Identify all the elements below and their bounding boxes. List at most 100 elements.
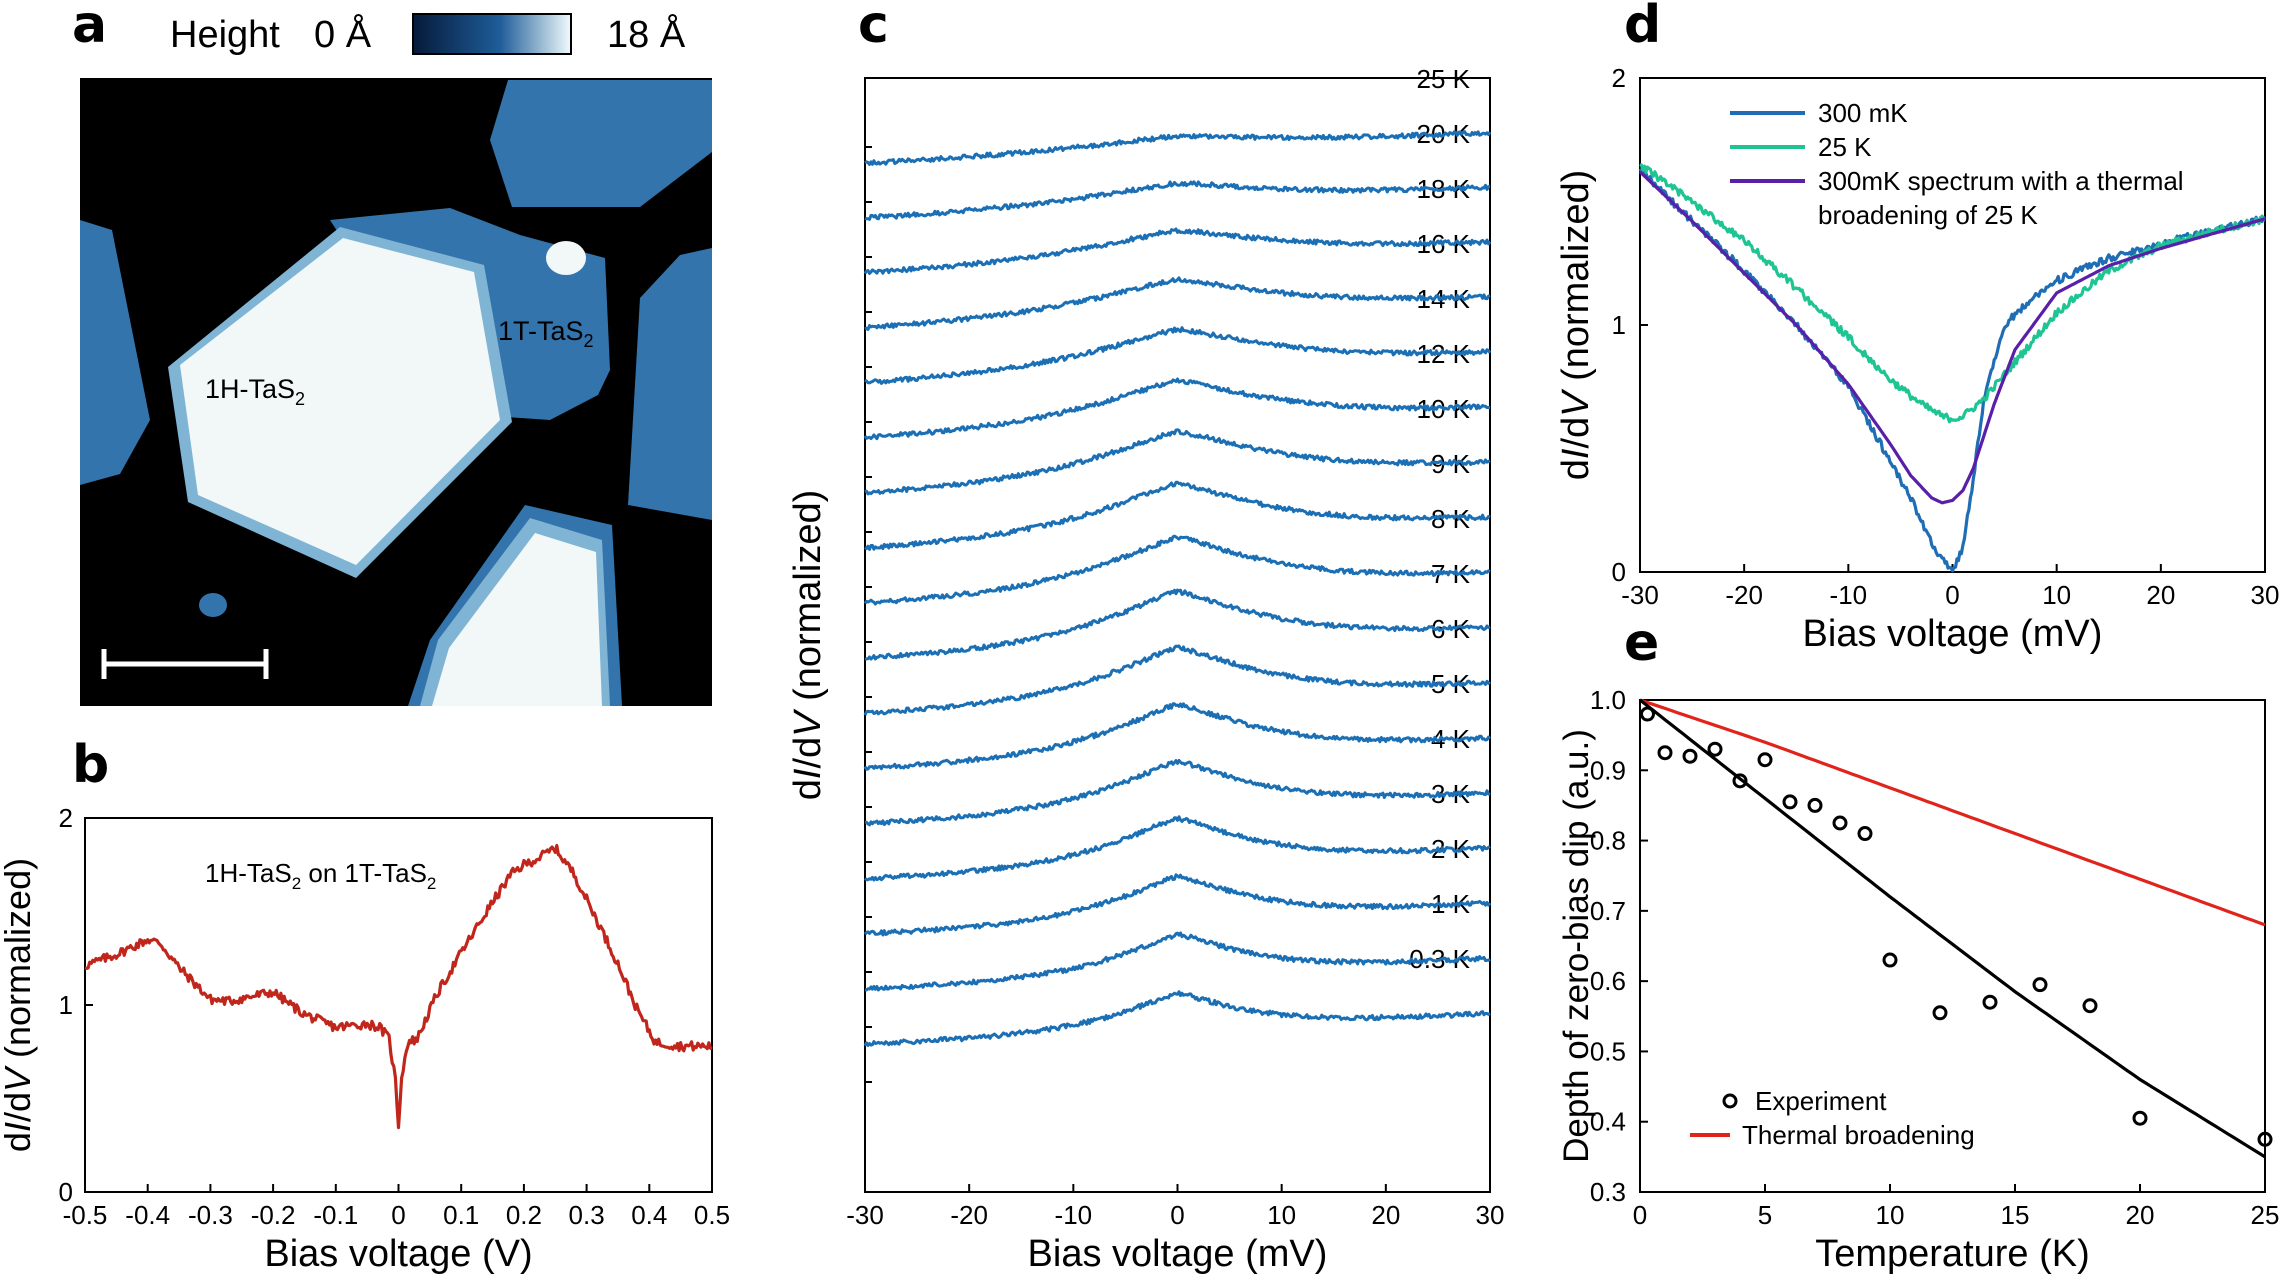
data-point-e [1882, 952, 1898, 968]
x-tick-label-c: -30 [846, 1200, 884, 1230]
colorbar-max-label: 18 Å [607, 12, 686, 56]
y-tick-label-e: 0.7 [1590, 896, 1626, 926]
panel-b-chart: -0.5 -0.4 -0.3 -0.2 -0.1 0 0.1 0.2 0.3 0.4 0.5 0 1 2 B… [0, 803, 730, 1275]
y-tick-label-b: 2 [59, 803, 73, 833]
y-tick-label-d: 1 [1612, 310, 1626, 340]
data-point-e [1757, 752, 1773, 768]
panel-label-d: d [1624, 0, 1661, 55]
panel-e-chart: 0 5 10 15 20 25 0.3 0.4 0.5 0.6 0.7 0.8 0.9 1.0 Temper… [1557, 685, 2279, 1275]
y-tick-label-e: 0.6 [1590, 966, 1626, 996]
data-point-e [1982, 994, 1998, 1010]
spectrum-line-c [863, 644, 1492, 716]
x-tick-label-e: 20 [2126, 1200, 2155, 1230]
scalebar-label: 10nm [150, 670, 215, 700]
spectrum-line-c [863, 227, 1492, 275]
colorbar-min-label: 0 Å [314, 12, 372, 56]
x-tick-label-b: -0.1 [313, 1200, 358, 1230]
spectrum-line-c [864, 276, 1491, 331]
x-tick-label-d: -30 [1621, 580, 1659, 610]
x-tick-label-b: -0.3 [188, 1200, 233, 1230]
spectrum-line-c [864, 480, 1491, 551]
spectrum-line-c [863, 815, 1491, 882]
panel-label-e: e [1624, 613, 1659, 673]
spectrum-line-c [864, 130, 1492, 166]
label-1h-tas2: 1H-TaS2 [205, 374, 305, 409]
stm-image: HOPG 1T-TaS2 1H-TaS2 10nm [80, 78, 712, 706]
layer-1h-bottom [432, 533, 602, 706]
x-tick-label-d: -20 [1725, 580, 1763, 610]
colorbar-prefix: Height [170, 14, 280, 56]
panel-c-chart: -30 -20 -10 0 10 20 30 Bias voltage (mV) dI/dV (… [787, 64, 1504, 1275]
legend-label-d: 25 K [1818, 132, 1872, 162]
x-tick-label-b: 0.2 [506, 1200, 542, 1230]
x-tick-label-e: 25 [2251, 1200, 2280, 1230]
annotation-b: 1H-TaS2 on 1T-TaS2 [205, 858, 436, 893]
layer-1h-hexagon [180, 238, 500, 565]
legend-marker-e [1722, 1093, 1738, 1109]
y-axis-label-b: dI/dV (normalized) [0, 858, 38, 1152]
spectrum-line-c [863, 990, 1491, 1047]
y-tick-label-d: 0 [1612, 557, 1626, 587]
layer-1t-left [80, 220, 150, 485]
scalebar: 10nm [101, 649, 269, 700]
spectrum-line-c [863, 873, 1492, 937]
data-point-e [1857, 826, 1873, 842]
x-tick-label-e: 15 [2001, 1200, 2030, 1230]
label-hopg: HOPG [165, 160, 245, 190]
data-point-e [1707, 741, 1723, 757]
spectrum-line-c [864, 180, 1490, 221]
spectrum-line-c [863, 534, 1491, 606]
spectrum-line-c [864, 588, 1491, 661]
x-tick-label-b: 0.4 [631, 1200, 667, 1230]
x-tick-label-d: 0 [1945, 580, 1959, 610]
curve-e [1639, 698, 2266, 927]
x-tick-label-c: 30 [1476, 1200, 1505, 1230]
x-tick-label-e: 10 [1876, 1200, 1905, 1230]
layer-1t-top-right [490, 80, 712, 207]
x-tick-label-b: -0.2 [251, 1200, 296, 1230]
y-tick-label-e: 0.8 [1590, 826, 1626, 856]
spectrum-line-d [1638, 170, 2266, 505]
data-point-e [2257, 1131, 2273, 1147]
layer-1t-right [628, 248, 712, 520]
panel-label-b: b [72, 735, 109, 795]
colorbar [412, 13, 572, 55]
x-tick-label-c: 0 [1170, 1200, 1184, 1230]
x-tick-label-b: 0 [391, 1200, 405, 1230]
x-tick-label-c: 20 [1371, 1200, 1400, 1230]
label-1t-tas2: 1T-TaS2 [498, 316, 594, 351]
x-tick-label-c: -20 [950, 1200, 988, 1230]
x-tick-label-b: -0.5 [63, 1200, 108, 1230]
spectrum-line-c [863, 702, 1492, 771]
spectrum-line-b [84, 843, 713, 1130]
legend-label-d: 300mK spectrum with a thermal [1818, 166, 2184, 196]
data-point-e [1640, 706, 1655, 722]
x-tick-label-d: 20 [2146, 580, 2175, 610]
legend-label-d: 300 mK [1818, 98, 1908, 128]
x-axis-label-e: Temperature (K) [1815, 1233, 2090, 1275]
small-particle [199, 593, 227, 617]
y-axis-label-e: Depth of zero-bias dip (a.u.) [1557, 729, 1596, 1163]
x-axis-label-b: Bias voltage (V) [264, 1233, 532, 1275]
panel-d-chart: -30 -20 -10 0 10 20 30 0 1 2 Bias voltage (mV) dI/d… [1555, 63, 2279, 655]
data-point-e [1657, 745, 1673, 761]
x-tick-label-d: -10 [1830, 580, 1868, 610]
legend-label-e: Experiment [1755, 1086, 1887, 1116]
panel-label-c: c [858, 0, 889, 55]
x-tick-label-c: 10 [1267, 1200, 1296, 1230]
data-point-e [1782, 794, 1798, 810]
data-point-e [2082, 998, 2098, 1014]
spectrum-line-c [864, 326, 1492, 385]
x-axis-label-c: Bias voltage (mV) [1028, 1233, 1328, 1275]
y-tick-label-e: 0.3 [1590, 1177, 1626, 1207]
data-point-e [1682, 748, 1698, 764]
y-tick-label-b: 0 [59, 1177, 73, 1207]
legend-label-e: Thermal broadening [1742, 1120, 1975, 1150]
spectrum-line-c [863, 377, 1491, 441]
curve-e [1639, 698, 2266, 1159]
data-point-e [2132, 1110, 2148, 1126]
y-tick-label-e: 0.4 [1590, 1107, 1626, 1137]
panel-label-a: a [72, 0, 107, 55]
plot-frame-d [1639, 77, 2266, 573]
